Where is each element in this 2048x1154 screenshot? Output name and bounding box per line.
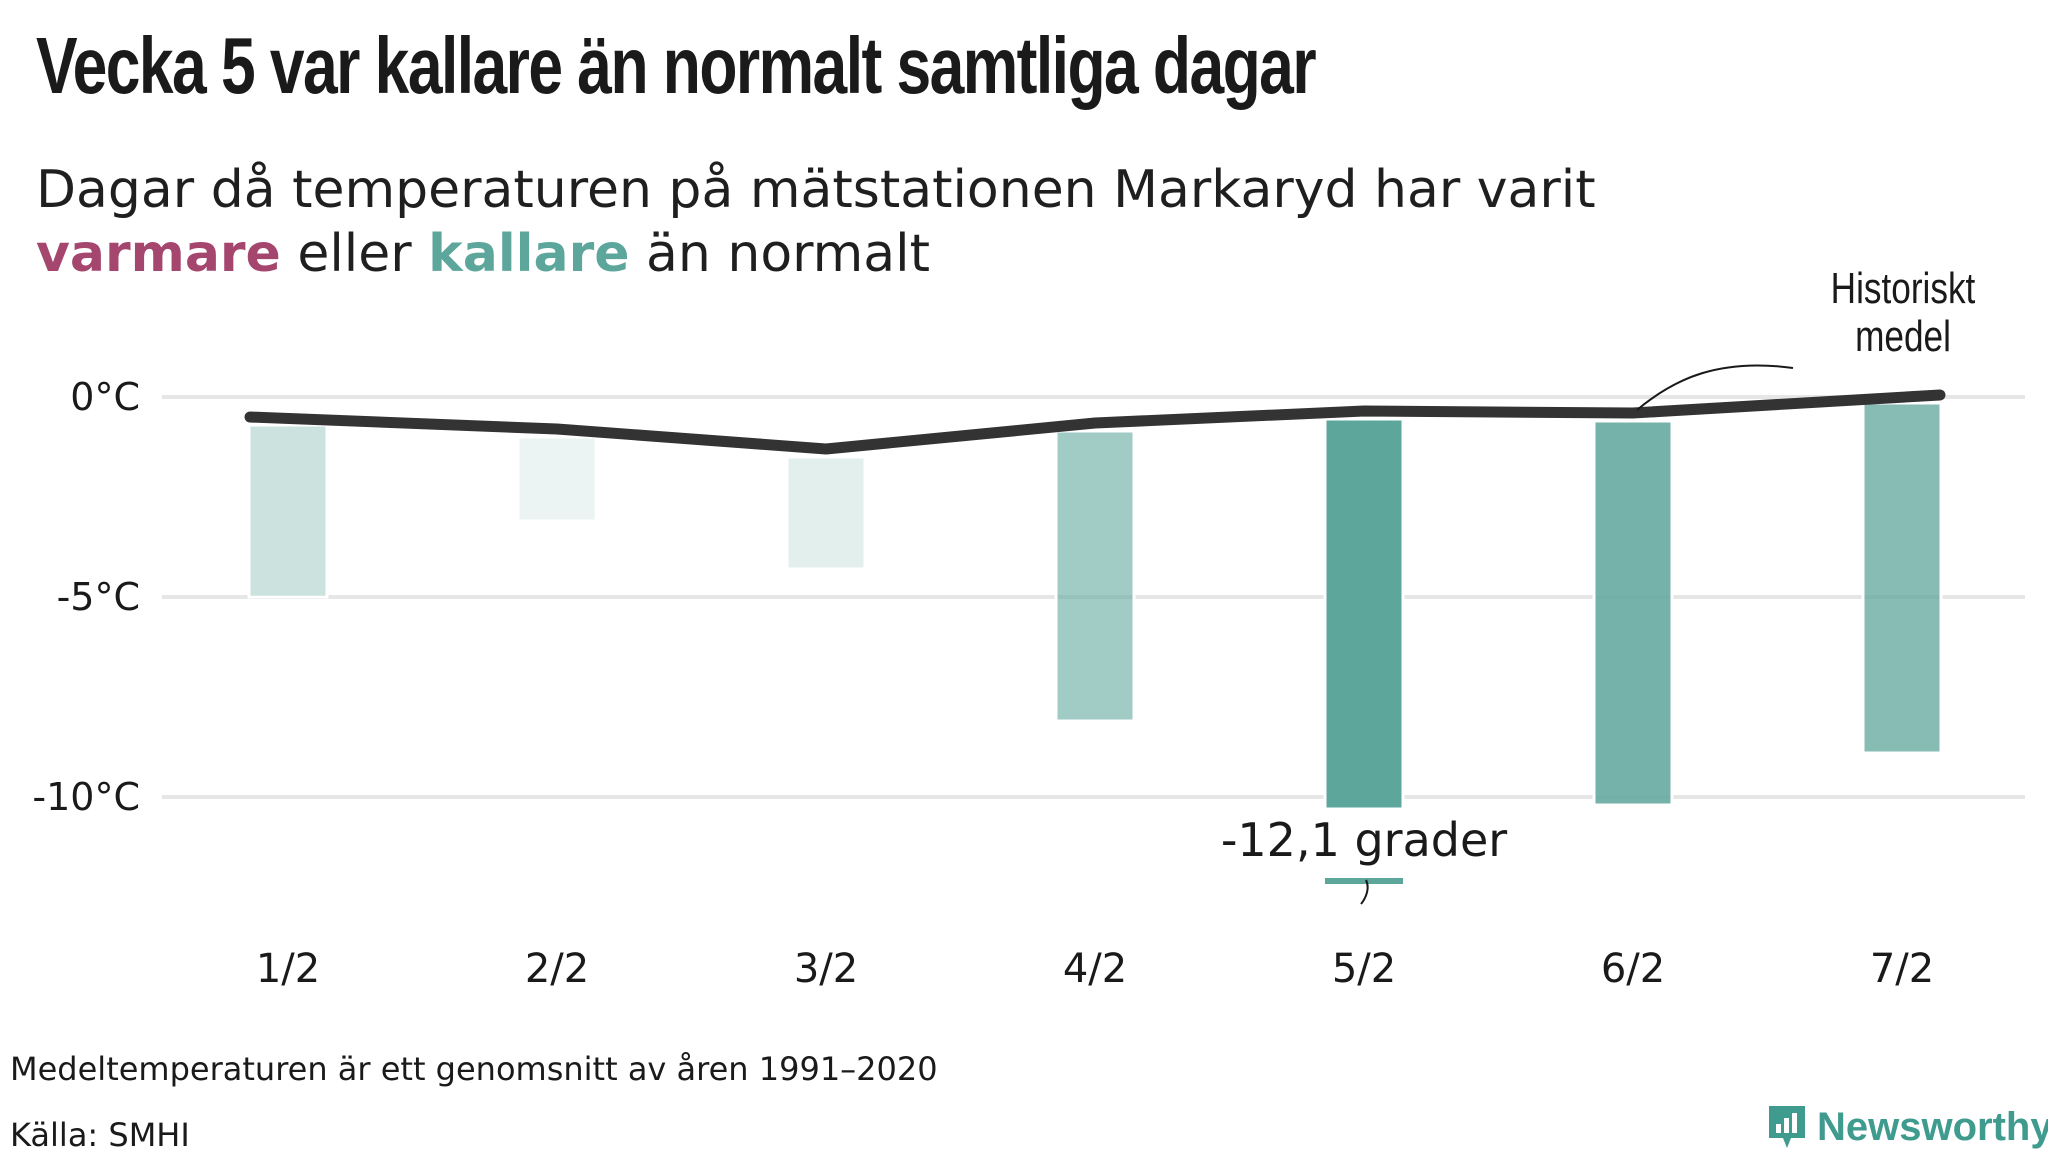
min-temp-annotation-arrow (1360, 879, 1369, 905)
mean-annotation-label: medel (1855, 312, 1951, 361)
y-tick-label: 0°C (70, 375, 140, 419)
x-tick-label: 3/2 (794, 946, 858, 992)
y-tick-label: -10°C (32, 775, 140, 819)
x-tick-label: 1/2 (256, 946, 320, 992)
subtitle-line-2: varmare eller kallare än normalt (36, 222, 1596, 286)
newsworthy-logo-icon (1769, 1106, 1805, 1148)
subtitle-warm-word: varmare (36, 224, 281, 284)
bar (1861, 401, 1943, 755)
bar (1592, 419, 1674, 807)
brand-name: Newsworthy (1817, 1104, 2048, 1149)
subtitle-end: än normalt (646, 224, 930, 284)
subtitle-line-1: Dagar då temperaturen på mätstationen Ma… (36, 160, 1596, 220)
mean-annotation-label: Historiskt (1831, 264, 1976, 313)
historical-mean-line (244, 389, 1946, 455)
mean-line-group (244, 389, 1946, 455)
source-note: Källa: SMHI (10, 1116, 190, 1154)
bar (1323, 417, 1405, 811)
bars (247, 401, 1943, 811)
bar (1054, 429, 1136, 723)
brand-logo: Newsworthy (1765, 1102, 2048, 1152)
x-tick-label: 5/2 (1332, 946, 1396, 992)
bar (247, 423, 329, 599)
footnote: Medeltemperaturen är ett genomsnitt av å… (10, 1050, 938, 1088)
x-tick-label: 7/2 (1870, 946, 1934, 992)
labels: 0°C -5°C -10°C 1/2 2/2 3/2 4/2 5/2 6/2 7/2 Histori… (32, 264, 1975, 992)
x-tick-label: 4/2 (1063, 946, 1127, 992)
min-temp-annotation: -12,1 grader (1221, 813, 1507, 867)
bar (785, 455, 867, 571)
x-tick-label: 2/2 (525, 946, 589, 992)
mean-annotation-arrow (1636, 364, 1794, 411)
y-tick-label: -5°C (57, 575, 140, 619)
chart-subtitle: Dagar då temperaturen på mätstationen Ma… (36, 158, 1596, 286)
subtitle-middle: eller (297, 224, 412, 284)
chart-title: Vecka 5 var kallare än normalt samtliga … (36, 21, 1317, 110)
bar (516, 435, 598, 523)
x-tick-label: 6/2 (1601, 946, 1665, 992)
subtitle-cold-word: kallare (428, 224, 630, 284)
